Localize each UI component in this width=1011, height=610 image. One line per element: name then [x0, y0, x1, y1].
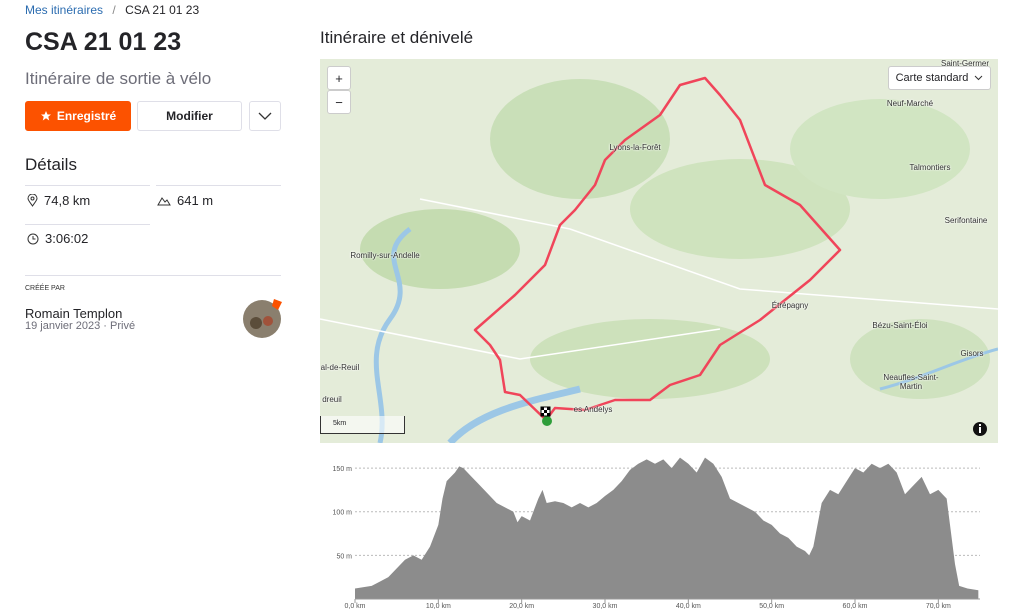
start-marker	[542, 416, 552, 426]
saved-label: Enregistré	[56, 109, 117, 123]
x-tick-label: 40,0 km	[676, 603, 701, 610]
elevation-value: 641 m	[177, 193, 214, 208]
creator-name[interactable]: Romain Templon	[25, 306, 123, 321]
place-label: Romilly-sur-Andelle	[350, 251, 420, 260]
time-value: 3:06:02	[45, 231, 89, 246]
saved-button[interactable]: Enregistré	[25, 101, 131, 131]
place-label: Neuf-Marché	[886, 99, 934, 108]
place-label: Talmontiers	[909, 163, 951, 172]
divider	[25, 224, 150, 225]
star-icon	[40, 111, 51, 121]
zoom-in[interactable]: +	[327, 66, 351, 90]
place-label: Étrépagny	[771, 301, 809, 310]
place-label: es Andelys	[573, 405, 613, 414]
distance-value: 74,8 km	[44, 193, 91, 208]
x-tick-label: 60,0 km	[843, 603, 868, 610]
more-button[interactable]	[249, 101, 281, 131]
x-tick-label: 70,0 km	[926, 603, 951, 610]
place-label: Bézu-Saint-Éloi	[872, 321, 928, 330]
breadcrumb-separator: /	[112, 3, 116, 17]
y-tick-label: 50 m	[336, 553, 352, 560]
x-tick-label: 0,0 km	[344, 603, 365, 610]
place-label: dreuil	[322, 395, 342, 404]
chevron-icon	[258, 112, 272, 120]
clock-icon	[27, 233, 39, 244]
edit-button[interactable]: Modifier	[137, 101, 242, 131]
place-label: al-de-Reuil	[320, 363, 360, 372]
x-tick-label: 50,0 km	[759, 603, 784, 610]
scale-bar: 5km	[320, 416, 405, 434]
place-label: Saint-Germer	[940, 59, 989, 68]
x-tick-label: 20,0 km	[509, 603, 534, 610]
elevation-area	[355, 457, 979, 599]
chevron-icon	[975, 75, 983, 81]
zoom-out[interactable]: −	[327, 90, 351, 114]
divider	[25, 275, 281, 276]
y-tick-label: 100 m	[333, 510, 353, 517]
layer-label: Carte standard	[895, 72, 969, 84]
place-label: Lyons-la-Forêt	[609, 143, 661, 152]
place-label: Serifontaine	[944, 216, 988, 225]
breadcrumb-link[interactable]: Mes itinéraires	[25, 3, 104, 17]
y-tick-label: 150 m	[333, 466, 353, 473]
map-base	[320, 76, 998, 443]
distance-stat: 74,8 km	[27, 193, 90, 208]
breadcrumb-current: CSA 21 01 23	[125, 3, 200, 17]
time-stat: 3:06:02	[27, 231, 88, 246]
divider	[25, 185, 150, 186]
elevation-stat: 641 m	[157, 193, 213, 208]
pin-icon	[27, 194, 38, 207]
place-label: Gisors	[960, 349, 984, 358]
x-tick-label: 30,0 km	[593, 603, 618, 610]
route-subtitle: Itinéraire de sortie à vélo	[25, 69, 212, 88]
avatar[interactable]	[240, 297, 286, 341]
elevation-chart: 50 m 100 m 150 m 0,0 km 10,0 km 20,0 km 30,0 k…	[333, 457, 980, 610]
creator-date: 19 janvier 2023 · Privé	[25, 320, 136, 332]
mountain-icon	[157, 197, 171, 206]
x-tick-label: 10,0 km	[426, 603, 451, 610]
route-title: CSA 21 01 23	[25, 28, 182, 56]
map[interactable]: + − Carte standard 5km Saint-Germer Neuf-…	[320, 59, 998, 443]
details-heading: Détails	[25, 155, 77, 174]
divider	[156, 185, 281, 186]
map-heading: Itinéraire et dénivelé	[320, 28, 474, 47]
breadcrumb: Mes itinéraires / CSA 21 01 23	[25, 3, 199, 17]
edit-label: Modifier	[166, 109, 213, 123]
place-label: Neaufles-Saint-Martin	[883, 373, 939, 391]
route	[473, 76, 842, 421]
creator-label: CRÉÉE PAR	[25, 285, 65, 292]
layer-select[interactable]: Carte standard	[888, 66, 991, 90]
